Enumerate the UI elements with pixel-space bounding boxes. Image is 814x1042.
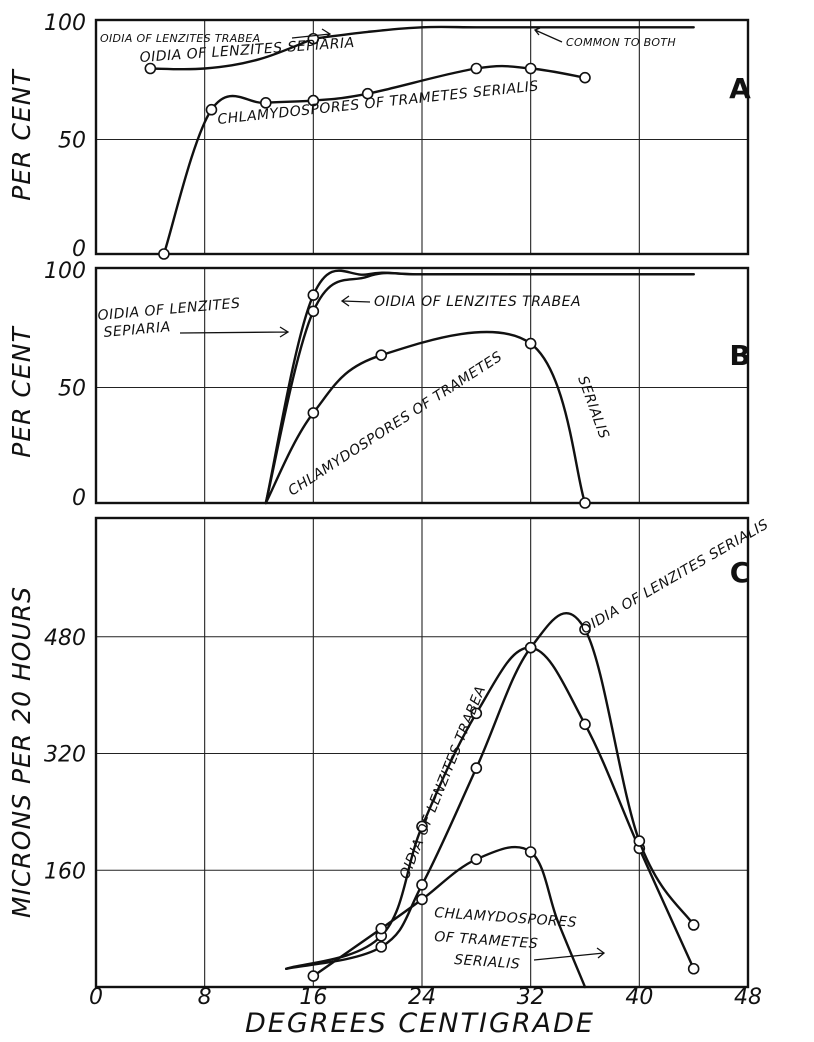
- annotation-c-trabea: OIDIA OF LENZITES TRABEA: [397, 684, 489, 882]
- y-axis-label-a: PER CENT: [7, 69, 36, 201]
- annotation-b-sepiaria-line2: SEPIARIA: [103, 319, 171, 341]
- data-point-c-1-6: [633, 835, 646, 847]
- series-line-b-2: [264, 330, 587, 505]
- data-point-b-2-4: [579, 497, 591, 509]
- data-point-c-2-4: [524, 846, 537, 858]
- annotation-b-trabea-arrow: [340, 295, 371, 307]
- x-tick-label-0: 0: [89, 985, 103, 1010]
- data-point-c-0-7: [687, 962, 700, 975]
- series-line-c-1: [285, 612, 695, 970]
- y-tick-label-a-0: 0: [72, 237, 86, 262]
- data-point-b-2-3: [524, 337, 537, 350]
- panel-label-b: B: [729, 339, 750, 372]
- annotation-a-trabea: OIDIA OF LENZITES TRABEA: [100, 32, 260, 45]
- data-point-c-2-0: [307, 970, 320, 982]
- annotation-a-common: COMMON TO BOTH: [566, 36, 676, 49]
- data-point-c-0-3: [470, 707, 483, 720]
- panel-frame-b: [94, 266, 750, 505]
- data-point-b-2-2: [375, 349, 388, 361]
- data-point-a-2-1: [205, 103, 218, 116]
- panel-c: 160 320 480 MICRONS PER 20 HOURS C: [7, 516, 751, 989]
- data-point-c-1-7: [687, 919, 700, 931]
- series-line-b-1: [264, 271, 695, 505]
- data-point-b-0-1: [307, 289, 320, 301]
- data-point-c-1-4: [524, 641, 537, 654]
- annotation-c-chlamy-line2: OF TRAMETES: [434, 929, 539, 952]
- annotation-c-chlamy-line3: SERIALIS: [454, 952, 521, 973]
- panel-frame-a: [94, 18, 750, 256]
- y-axis-label-c: MICRONS PER 20 HOURS: [7, 586, 36, 918]
- y-tick-label-c-320: 320: [44, 743, 86, 768]
- data-point-a-2-3: [307, 94, 320, 107]
- annotation-a-common-arrow: [533, 27, 563, 43]
- y-tick-label-b-50: 50: [58, 377, 86, 402]
- annotation-b-trabea: OIDIA OF LENZITES TRABEA: [374, 294, 581, 310]
- x-tick-label-40: 40: [625, 985, 653, 1010]
- y-tick-label-a-100: 100: [44, 11, 86, 36]
- data-point-c-1-5: [579, 623, 591, 636]
- panel-label-c: C: [730, 556, 751, 589]
- annotation-c-chlamy-line1: CHLAMYDOSPORES: [434, 905, 578, 931]
- panel-b-annotations: OIDIA OF LENZITES SEPIARIA OIDIA OF LENZ…: [97, 294, 612, 499]
- data-point-c-2-2: [416, 893, 428, 906]
- data-point-a-2-5: [470, 62, 483, 75]
- x-tick-label-48: 48: [734, 985, 762, 1010]
- annotation-c-chlamy-arrow: [533, 947, 606, 961]
- data-point-a-2-0: [158, 248, 170, 260]
- data-point-c-1-3: [470, 762, 483, 774]
- x-axis-label: DEGREES CENTIGRADE: [245, 1008, 595, 1039]
- y-tick-label-b-0: 0: [72, 486, 86, 511]
- annotation-b-serialis: SERIALIS: [574, 374, 612, 441]
- annotation-b-sepiaria-arrow: [179, 326, 290, 338]
- y-tick-label-c-160: 160: [44, 859, 86, 884]
- data-point-c-2-3: [470, 853, 483, 866]
- data-point-c-0-5: [579, 718, 591, 731]
- x-tick-labels: 0 8 16 24 32 40 48: [89, 985, 762, 1010]
- data-point-c-0-2: [416, 820, 428, 833]
- series-line-a-1: [149, 37, 315, 71]
- panel-frame-c: [94, 516, 750, 989]
- x-tick-label-16: 16: [299, 985, 327, 1010]
- series-line-a-2: [162, 64, 587, 256]
- data-point-c-1-2: [416, 879, 428, 891]
- data-point-a-2-4: [361, 87, 374, 100]
- data-point-a-2-2: [259, 97, 272, 109]
- y-axis-label-b: PER CENT: [7, 326, 36, 458]
- panel-c-annotations: OIDIA OF LENZITES TRABEA OIDIA OF LENZIT…: [397, 517, 772, 973]
- data-point-b-1-1: [307, 305, 320, 318]
- y-tick-label-c-480: 480: [44, 626, 86, 651]
- y-tick-label-b-100: 100: [44, 259, 86, 284]
- data-point-a-2-7: [579, 71, 591, 84]
- annotation-a-trabea-arrow: [291, 28, 332, 40]
- data-point-a-1-0: [144, 62, 157, 75]
- series-line-a-0: [312, 25, 695, 40]
- x-tick-label-32: 32: [517, 985, 545, 1010]
- x-tick-label-24: 24: [408, 985, 436, 1010]
- data-point-b-2-1: [307, 407, 320, 419]
- y-tick-label-a-50: 50: [58, 129, 86, 154]
- panel-b: 0 50 100 PER CENT B: [7, 259, 751, 511]
- data-point-a-2-6: [524, 62, 537, 75]
- annotation-b-chlamy: CHLAMYDOSPORES OF TRAMETES: [285, 349, 505, 500]
- data-point-c-1-1: [375, 941, 388, 953]
- panel-label-a: A: [729, 72, 751, 105]
- panel-a: 0 50 100 PER CENT A: [7, 11, 751, 262]
- x-tick-label-8: 8: [198, 985, 212, 1010]
- data-point-c-2-1: [375, 922, 388, 935]
